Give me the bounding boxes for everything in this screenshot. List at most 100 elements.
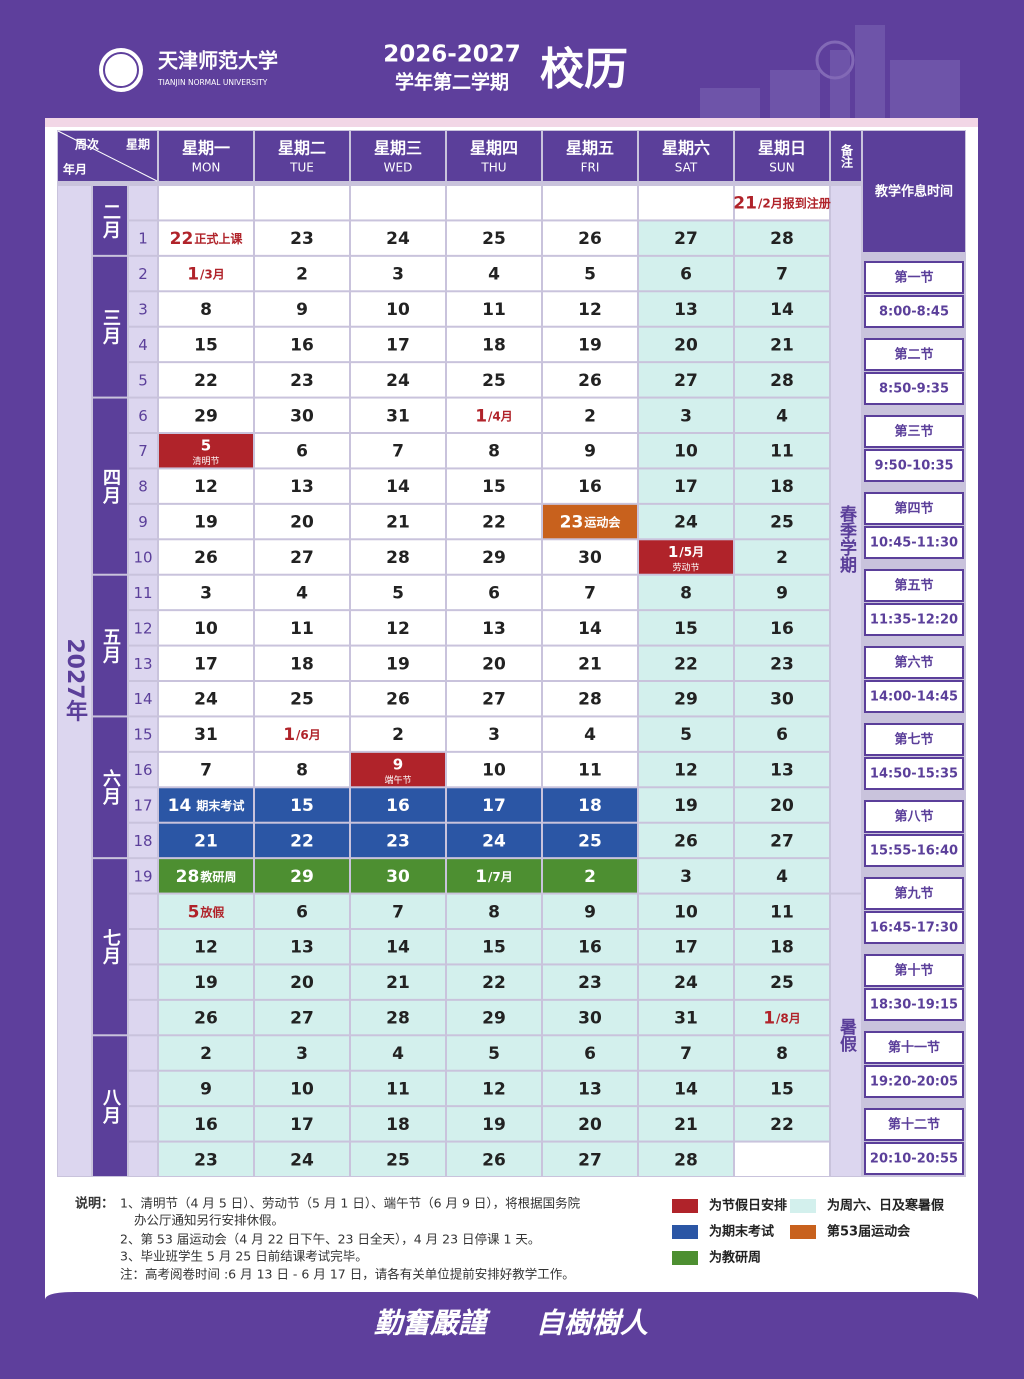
day-cell [255,752,349,787]
period-name-box [864,492,964,525]
period-name: 第七节 [894,732,933,748]
day-number: 28 [674,1150,698,1170]
period-time: 14:00-14:45 [870,690,958,705]
day-cell [543,398,637,432]
day-annotated: 1/4月 [475,406,513,426]
day-cell [159,717,253,751]
day-number: 10 [674,902,698,922]
day-cell [447,682,541,716]
legend-swatch [672,1225,698,1239]
period-time-box [864,526,964,559]
day-number: 10 [482,761,506,781]
day-number: 16 [578,938,602,958]
day-cell [159,256,253,291]
day-annotated: 1/3月 [187,265,225,285]
day-cell [543,611,637,645]
day-number: 19 [194,513,218,533]
day-number: 9 [296,300,308,320]
day-cell [159,540,253,574]
day-number: 25 [770,973,794,993]
week-cell [129,469,157,503]
day-number: 27 [770,831,794,851]
day-cell [543,1071,637,1106]
day-name: 星期五 [566,139,614,158]
period-name: 第四节 [894,501,933,517]
day-sub: 放假 [199,904,225,919]
day-cell [639,504,733,539]
day-cell [639,930,733,964]
period-time-box [864,757,964,790]
day-number: 14 [386,477,410,497]
day-number: 2 [200,1044,212,1064]
period-time-box [864,911,964,944]
period-name: 第二节 [894,347,933,363]
period-name-box [864,954,964,987]
day-cell [255,256,349,291]
day-number: 21 [770,335,794,355]
period-name-box [864,646,964,679]
day-number: 29 [194,406,218,426]
day-number: 9 [584,442,596,462]
day-cell [159,1107,253,1141]
day-number: 31 [386,406,410,426]
day-cell [447,398,541,432]
day-number: 17 [194,654,218,674]
day-number: 15 [482,477,506,497]
period-time-box [864,1065,964,1098]
day-sub: /4月 [488,409,513,423]
day-cell [447,1142,541,1176]
day-number: 22 [674,654,698,674]
panel-strip [45,118,978,127]
day-number: 18 [386,1115,410,1135]
day-cell [255,823,349,858]
day-cell [351,717,445,751]
day-sub: /8月 [776,1011,801,1025]
day-number: 8 [488,902,500,922]
day-number: 14 [578,619,602,639]
day-cell [543,221,637,255]
day-header [543,131,637,181]
day-cell [159,1142,253,1176]
day-cell [735,788,829,822]
period-name: 第三节 [894,424,933,440]
day-number: 22 [482,973,506,993]
day-cell [351,1071,445,1106]
day-cell [159,504,253,539]
day-number: 1 [187,265,199,285]
day-cell [447,788,541,822]
period-time-box [864,834,964,867]
week-number: 4 [138,336,148,354]
day-cell [735,859,829,893]
day-cell [735,575,829,610]
day-number: 19 [482,1115,506,1135]
day-number: 1 [475,867,487,887]
day-en: SUN [769,161,794,175]
period-time-box [864,372,964,405]
period-time-box [864,449,964,482]
day-number: 28 [770,229,794,249]
day-cell [639,292,733,326]
note-line: 3、毕业班学生 5 月 25 日前结课考试完毕。 [120,1249,368,1264]
day-number: 5 [392,583,404,603]
day-cell [351,894,445,928]
day-cell [543,469,637,503]
week-number: 19 [133,867,152,885]
day-cell [735,1036,829,1070]
day-number: 16 [770,619,794,639]
day-name: 星期二 [278,139,326,158]
week-number: 11 [133,584,152,602]
skyline [700,25,960,118]
day-cell [447,221,541,255]
day-number: 17 [674,938,698,958]
day-cell [543,1036,637,1070]
period-time: 10:45-11:30 [870,536,958,551]
day-number: 25 [482,371,506,391]
schedule-title-cell [863,131,965,252]
day-cell [543,504,637,539]
title: 校历 [540,44,628,95]
day-number: 8 [200,300,212,320]
day-cell [735,434,829,468]
day-cell [735,363,829,397]
day-cell [639,682,733,716]
